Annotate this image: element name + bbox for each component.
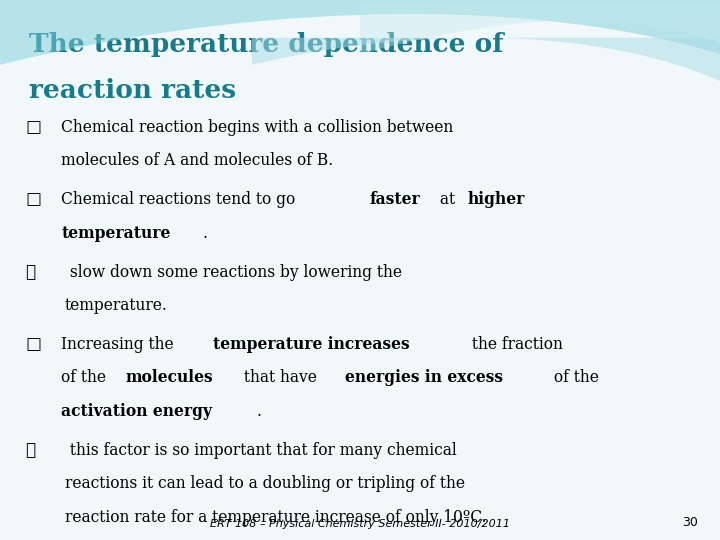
Text: □: □ bbox=[25, 191, 41, 208]
Text: of the: of the bbox=[549, 369, 599, 386]
Text: this factor is so important that for many chemical: this factor is so important that for man… bbox=[65, 442, 456, 458]
Text: ERT 108 – Physical Chemistry Semester II- 2010/2011: ERT 108 – Physical Chemistry Semester II… bbox=[210, 519, 510, 529]
Text: 30: 30 bbox=[683, 516, 698, 529]
Text: of the: of the bbox=[61, 369, 111, 386]
Text: energies in excess: energies in excess bbox=[346, 369, 503, 386]
Text: reaction rates: reaction rates bbox=[29, 78, 236, 103]
Text: □: □ bbox=[25, 119, 41, 136]
Text: .: . bbox=[256, 403, 261, 420]
Text: ➤: ➤ bbox=[25, 264, 35, 280]
Text: .: . bbox=[202, 225, 207, 241]
Text: activation energy: activation energy bbox=[61, 403, 212, 420]
Text: Chemical reactions tend to go: Chemical reactions tend to go bbox=[61, 191, 300, 208]
Text: that have: that have bbox=[238, 369, 321, 386]
Text: Increasing the: Increasing the bbox=[61, 336, 179, 353]
Text: reactions it can lead to a doubling or tripling of the: reactions it can lead to a doubling or t… bbox=[65, 475, 465, 492]
Text: □: □ bbox=[25, 336, 41, 353]
Text: reaction rate for a temperature increase of only 10ºC.: reaction rate for a temperature increase… bbox=[65, 509, 487, 525]
Text: temperature: temperature bbox=[61, 225, 171, 241]
Text: molecules: molecules bbox=[125, 369, 213, 386]
Text: higher: higher bbox=[467, 191, 525, 208]
Text: temperature.: temperature. bbox=[65, 297, 168, 314]
Text: ➤: ➤ bbox=[25, 442, 35, 458]
Text: temperature increases: temperature increases bbox=[213, 336, 410, 353]
Text: the fraction: the fraction bbox=[467, 336, 562, 353]
Text: at: at bbox=[435, 191, 460, 208]
Text: molecules of A and molecules of B.: molecules of A and molecules of B. bbox=[61, 152, 333, 169]
Text: slow down some reactions by lowering the: slow down some reactions by lowering the bbox=[65, 264, 402, 280]
Text: faster: faster bbox=[370, 191, 420, 208]
Text: The temperature dependence of: The temperature dependence of bbox=[29, 32, 503, 57]
Text: Chemical reaction begins with a collision between: Chemical reaction begins with a collisio… bbox=[61, 119, 454, 136]
